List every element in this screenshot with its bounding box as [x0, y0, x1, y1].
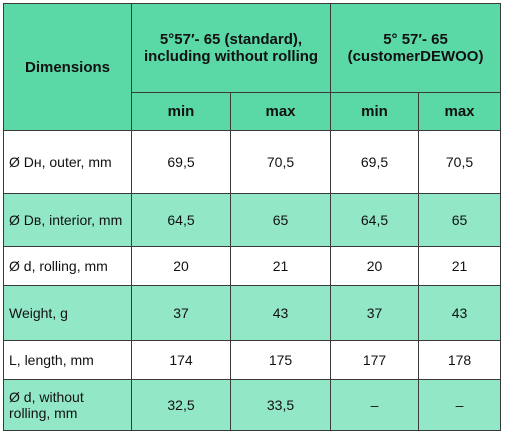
value-cell: 69,5 — [131, 130, 231, 194]
row-label: L, length, mm — [3, 340, 132, 380]
value-cell: 174 — [131, 340, 231, 380]
row-label: Ø d, without rolling, mm — [3, 379, 132, 431]
row-label: Ø d, rolling, mm — [3, 246, 132, 286]
value-cell: 21 — [229, 246, 332, 286]
group-header: 5°57′- 65 (standard), including without … — [130, 3, 332, 93]
value-cell: 178 — [418, 340, 502, 380]
value-cell: 33,5 — [229, 379, 332, 431]
table-row: Ø d, rolling, mm 20 21 20 21 — [3, 246, 502, 286]
sub-header: min — [330, 92, 420, 131]
row-label: Ø Dн, outer, mm — [3, 130, 132, 194]
value-cell: 70,5 — [418, 130, 502, 194]
value-cell: 65 — [229, 193, 332, 247]
value-cell: 177 — [330, 340, 420, 380]
value-cell: 65 — [418, 193, 502, 247]
value-cell: 70,5 — [229, 130, 332, 194]
value-cell: 64,5 — [131, 193, 231, 247]
table-row: Weight, g 37 43 37 43 — [3, 285, 502, 341]
value-cell: 43 — [229, 285, 332, 341]
table-row: Ø d, without rolling, mm 32,5 33,5– – — [3, 379, 502, 431]
value-cell: 175 — [229, 340, 332, 380]
sub-header: max — [418, 92, 502, 131]
group-header: 5° 57′- 65 (customerDEWOO) — [330, 3, 502, 93]
value-cell: 64,5 — [330, 193, 420, 247]
value-cell: 20 — [330, 246, 420, 286]
table-row: L, length, mm 174 175 177 178 — [3, 340, 502, 380]
header-cell: Dimensions — [3, 3, 132, 131]
dimension-table: Dimensions 5°57′- 65 (standard), includi… — [3, 3, 502, 431]
table-row: Ø Dв, interior, mm 64,5 65 64,5 65 — [3, 193, 502, 247]
sub-header: max — [229, 92, 332, 131]
value-cell: 37 — [131, 285, 231, 341]
sub-header: min — [131, 92, 231, 131]
value-cell: 21 — [418, 246, 502, 286]
value-cell: – — [418, 379, 502, 431]
row-label: Ø Dв, interior, mm — [3, 193, 132, 247]
value-cell: 69,5 — [330, 130, 420, 194]
value-cell: – — [330, 379, 420, 431]
value-cell: 43 — [418, 285, 502, 341]
value-cell: 37 — [330, 285, 420, 341]
value-cell: 20 — [131, 246, 231, 286]
row-label: Weight, g — [3, 285, 132, 341]
table-row: Ø Dн, outer, mm 69,5 70,5 69,5 70,5 — [3, 130, 502, 194]
value-cell: 32,5 — [131, 379, 231, 431]
